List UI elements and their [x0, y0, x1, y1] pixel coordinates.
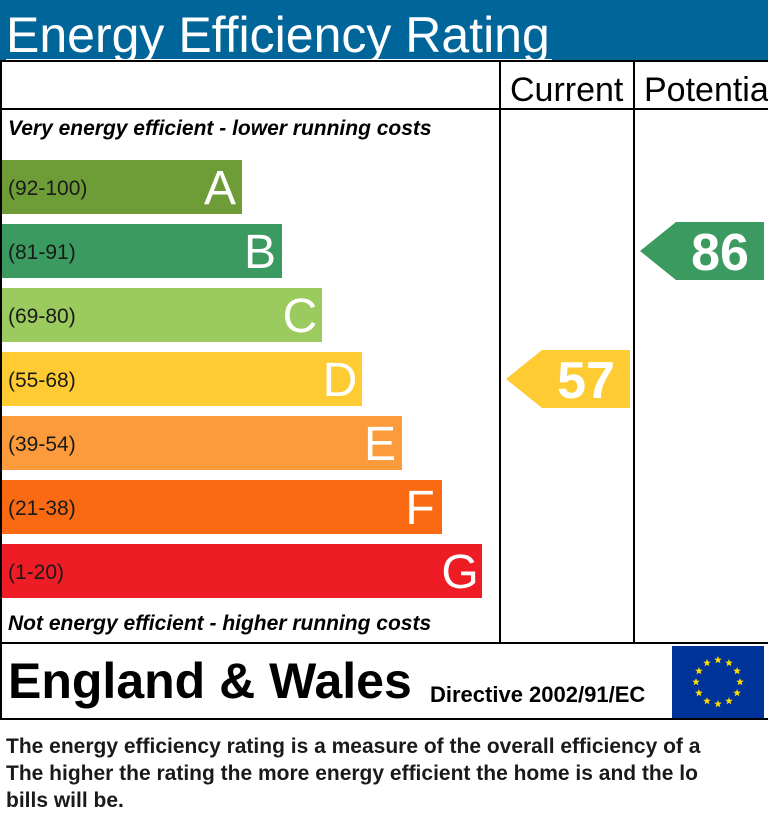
eu-star-icon [703, 697, 711, 705]
eu-star-icon [692, 678, 700, 686]
potential-rating-arrow-shape [640, 222, 764, 280]
band-letter: G [441, 546, 478, 599]
band-range-label: (92-100) [8, 177, 87, 200]
band-range-label: (55-68) [8, 369, 76, 392]
rating-chart: Current Potential Very energy efficient … [0, 60, 768, 720]
band-bar-b [2, 224, 282, 278]
eu-star-icon [733, 689, 741, 697]
band-letter: D [323, 354, 358, 407]
band-range-label: (69-80) [8, 305, 76, 328]
eu-star-icon [695, 667, 703, 675]
band-letter: B [244, 226, 276, 279]
rating-bands: (92-100) A (81-91) B (69-80) C (55-68) D (39-54)… [2, 160, 482, 599]
eu-flag-icon [672, 646, 764, 718]
band-letter: A [204, 162, 236, 215]
eu-star-icon [695, 689, 703, 697]
band-bar-g [2, 544, 482, 598]
band-bar-f [2, 480, 442, 534]
chart-frame [0, 60, 768, 720]
band-range-label: (1-20) [8, 561, 64, 584]
eu-star-icon [714, 656, 722, 664]
band-letter: E [364, 418, 396, 471]
eu-star-icon [733, 667, 741, 675]
current-rating-arrow: 57 [506, 350, 630, 410]
eu-star-icon [725, 658, 733, 667]
band-bar-c [2, 288, 322, 342]
footer-line: The higher the rating the more energy ef… [6, 762, 698, 785]
band-letter: F [405, 482, 434, 535]
band-e: (39-54) E [2, 416, 402, 471]
eu-star-icon [703, 658, 711, 667]
top-note: Very energy efficient - lower running co… [8, 117, 432, 140]
bottom-note: Not energy efficient - higher running co… [8, 612, 431, 635]
band-bar-a [2, 160, 242, 214]
band-a: (92-100) A [2, 160, 242, 215]
band-letter: C [283, 290, 318, 343]
rating-arrows: 57 86 [506, 222, 764, 410]
header-bar: Energy Efficiency Rating [0, 0, 768, 62]
column-potential-label: Potential [644, 71, 768, 109]
current-rating-arrow-shape [506, 350, 630, 408]
region-label: England & Wales [8, 653, 412, 709]
eu-star-icon [725, 697, 733, 705]
band-b: (81-91) B [2, 224, 282, 279]
band-range-label: (21-38) [8, 497, 76, 520]
band-g: (1-20) G [2, 544, 482, 599]
potential-rating-arrow: 86 [640, 222, 764, 282]
potential-rating-arrow-value: 86 [691, 224, 749, 282]
current-rating-arrow-value: 57 [557, 352, 615, 410]
band-bar-e [2, 416, 402, 470]
eu-star-icon [714, 700, 722, 708]
band-d: (55-68) D [2, 352, 362, 407]
footer-line: The energy efficiency rating is a measur… [6, 735, 701, 758]
footer-text: The energy efficiency rating is a measur… [6, 733, 768, 823]
band-range-label: (81-91) [8, 241, 76, 264]
directive-label: Directive 2002/91/EC [430, 682, 646, 707]
column-current-label: Current [510, 71, 624, 109]
band-c: (69-80) C [2, 288, 322, 343]
band-range-label: (39-54) [8, 433, 76, 456]
eu-star-icon [736, 678, 744, 686]
band-f: (21-38) F [2, 480, 442, 535]
footer-line: bills will be. [6, 789, 124, 812]
band-bar-d [2, 352, 362, 406]
